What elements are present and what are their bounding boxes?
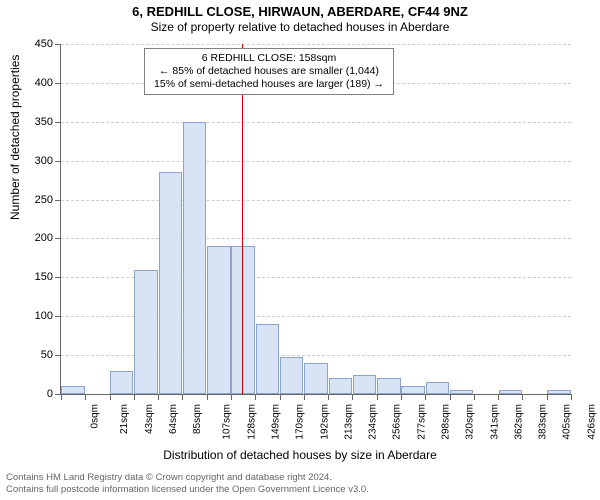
y-tick: [55, 44, 61, 45]
x-tick: [522, 394, 523, 400]
x-tick-label: 383sqm: [538, 404, 549, 440]
x-tick: [110, 394, 111, 400]
x-tick: [450, 394, 451, 400]
histogram-bar: [134, 270, 157, 394]
footer-line2: Contains full postcode information licen…: [6, 484, 369, 496]
x-tick-label: 43sqm: [144, 404, 155, 434]
y-tick: [55, 238, 61, 239]
y-tick-label: 100: [21, 310, 53, 322]
y-tick: [55, 200, 61, 201]
x-tick: [328, 394, 329, 400]
x-axis-title: Distribution of detached houses by size …: [0, 448, 600, 462]
x-tick-label: 277sqm: [416, 404, 427, 440]
y-tick-label: 400: [21, 77, 53, 89]
x-tick-label: 170sqm: [295, 404, 306, 440]
gridline: [61, 161, 571, 162]
y-tick: [55, 122, 61, 123]
histogram-bar: [280, 357, 303, 394]
footer-line1: Contains HM Land Registry data © Crown c…: [6, 472, 369, 484]
x-tick: [352, 394, 353, 400]
x-tick-label: 149sqm: [271, 404, 282, 440]
y-tick-label: 150: [21, 271, 53, 283]
histogram-bar: [256, 324, 279, 394]
annotation-line2: ← 85% of detached houses are smaller (1,…: [151, 65, 387, 78]
annotation-line3: 15% of semi-detached houses are larger (…: [151, 78, 387, 91]
y-tick-label: 0: [21, 388, 53, 400]
histogram-bar: [61, 386, 84, 394]
x-tick: [85, 394, 86, 400]
histogram-bar: [159, 172, 182, 394]
y-tick-label: 250: [21, 194, 53, 206]
x-tick-label: 405sqm: [562, 404, 573, 440]
x-tick: [377, 394, 378, 400]
histogram-bar: [304, 363, 327, 394]
histogram-bar: [401, 386, 424, 394]
x-tick-label: 64sqm: [168, 404, 179, 434]
annotation-box: 6 REDHILL CLOSE: 158sqm ← 85% of detache…: [144, 48, 394, 95]
x-tick: [134, 394, 135, 400]
y-tick: [55, 161, 61, 162]
y-tick-label: 350: [21, 116, 53, 128]
x-tick-label: 213sqm: [343, 404, 354, 440]
histogram-bar: [426, 382, 449, 394]
gridline: [61, 44, 571, 45]
x-tick-label: 107sqm: [222, 404, 233, 440]
plot-area: 0501001502002503003504004500sqm21sqm43sq…: [60, 44, 571, 395]
reference-line: [242, 44, 243, 394]
y-tick-label: 300: [21, 155, 53, 167]
x-tick: [207, 394, 208, 400]
x-tick: [304, 394, 305, 400]
x-tick-label: 192sqm: [319, 404, 330, 440]
x-tick-label: 128sqm: [246, 404, 257, 440]
x-tick: [425, 394, 426, 400]
x-tick: [474, 394, 475, 400]
x-tick-label: 320sqm: [465, 404, 476, 440]
x-tick-label: 362sqm: [513, 404, 524, 440]
x-tick-label: 256sqm: [392, 404, 403, 440]
gridline: [61, 122, 571, 123]
x-tick: [255, 394, 256, 400]
x-tick-label: 85sqm: [192, 404, 203, 434]
histogram-bar: [110, 371, 133, 394]
chart-title-main: 6, REDHILL CLOSE, HIRWAUN, ABERDARE, CF4…: [0, 4, 600, 19]
y-tick-label: 200: [21, 232, 53, 244]
x-tick: [571, 394, 572, 400]
chart-container: 6, REDHILL CLOSE, HIRWAUN, ABERDARE, CF4…: [0, 0, 600, 500]
x-tick: [401, 394, 402, 400]
x-tick: [498, 394, 499, 400]
histogram-bar: [231, 246, 254, 394]
x-tick-label: 21sqm: [119, 404, 130, 434]
x-tick-label: 341sqm: [489, 404, 500, 440]
annotation-line1: 6 REDHILL CLOSE: 158sqm: [151, 52, 387, 65]
histogram-bar: [183, 122, 206, 394]
x-tick: [158, 394, 159, 400]
histogram-bar: [377, 378, 400, 394]
x-tick-label: 426sqm: [586, 404, 597, 440]
x-tick: [547, 394, 548, 400]
x-tick-label: 298sqm: [441, 404, 452, 440]
histogram-bar: [353, 375, 376, 394]
gridline: [61, 238, 571, 239]
footer: Contains HM Land Registry data © Crown c…: [6, 472, 369, 496]
gridline: [61, 200, 571, 201]
y-tick: [55, 355, 61, 356]
histogram-bar: [450, 390, 473, 394]
histogram-bar: [329, 378, 352, 394]
y-tick-label: 50: [21, 349, 53, 361]
chart-title-sub: Size of property relative to detached ho…: [0, 20, 600, 34]
x-tick: [280, 394, 281, 400]
histogram-bar: [499, 390, 522, 394]
y-tick: [55, 83, 61, 84]
x-tick: [231, 394, 232, 400]
y-tick: [55, 277, 61, 278]
histogram-bar: [207, 246, 230, 394]
x-tick: [61, 394, 62, 400]
x-tick-label: 234sqm: [368, 404, 379, 440]
x-tick-label: 0sqm: [89, 404, 100, 428]
y-tick: [55, 316, 61, 317]
histogram-bar: [547, 390, 570, 394]
x-tick: [182, 394, 183, 400]
y-axis-title: Number of detached properties: [8, 55, 22, 220]
y-tick-label: 450: [21, 38, 53, 50]
